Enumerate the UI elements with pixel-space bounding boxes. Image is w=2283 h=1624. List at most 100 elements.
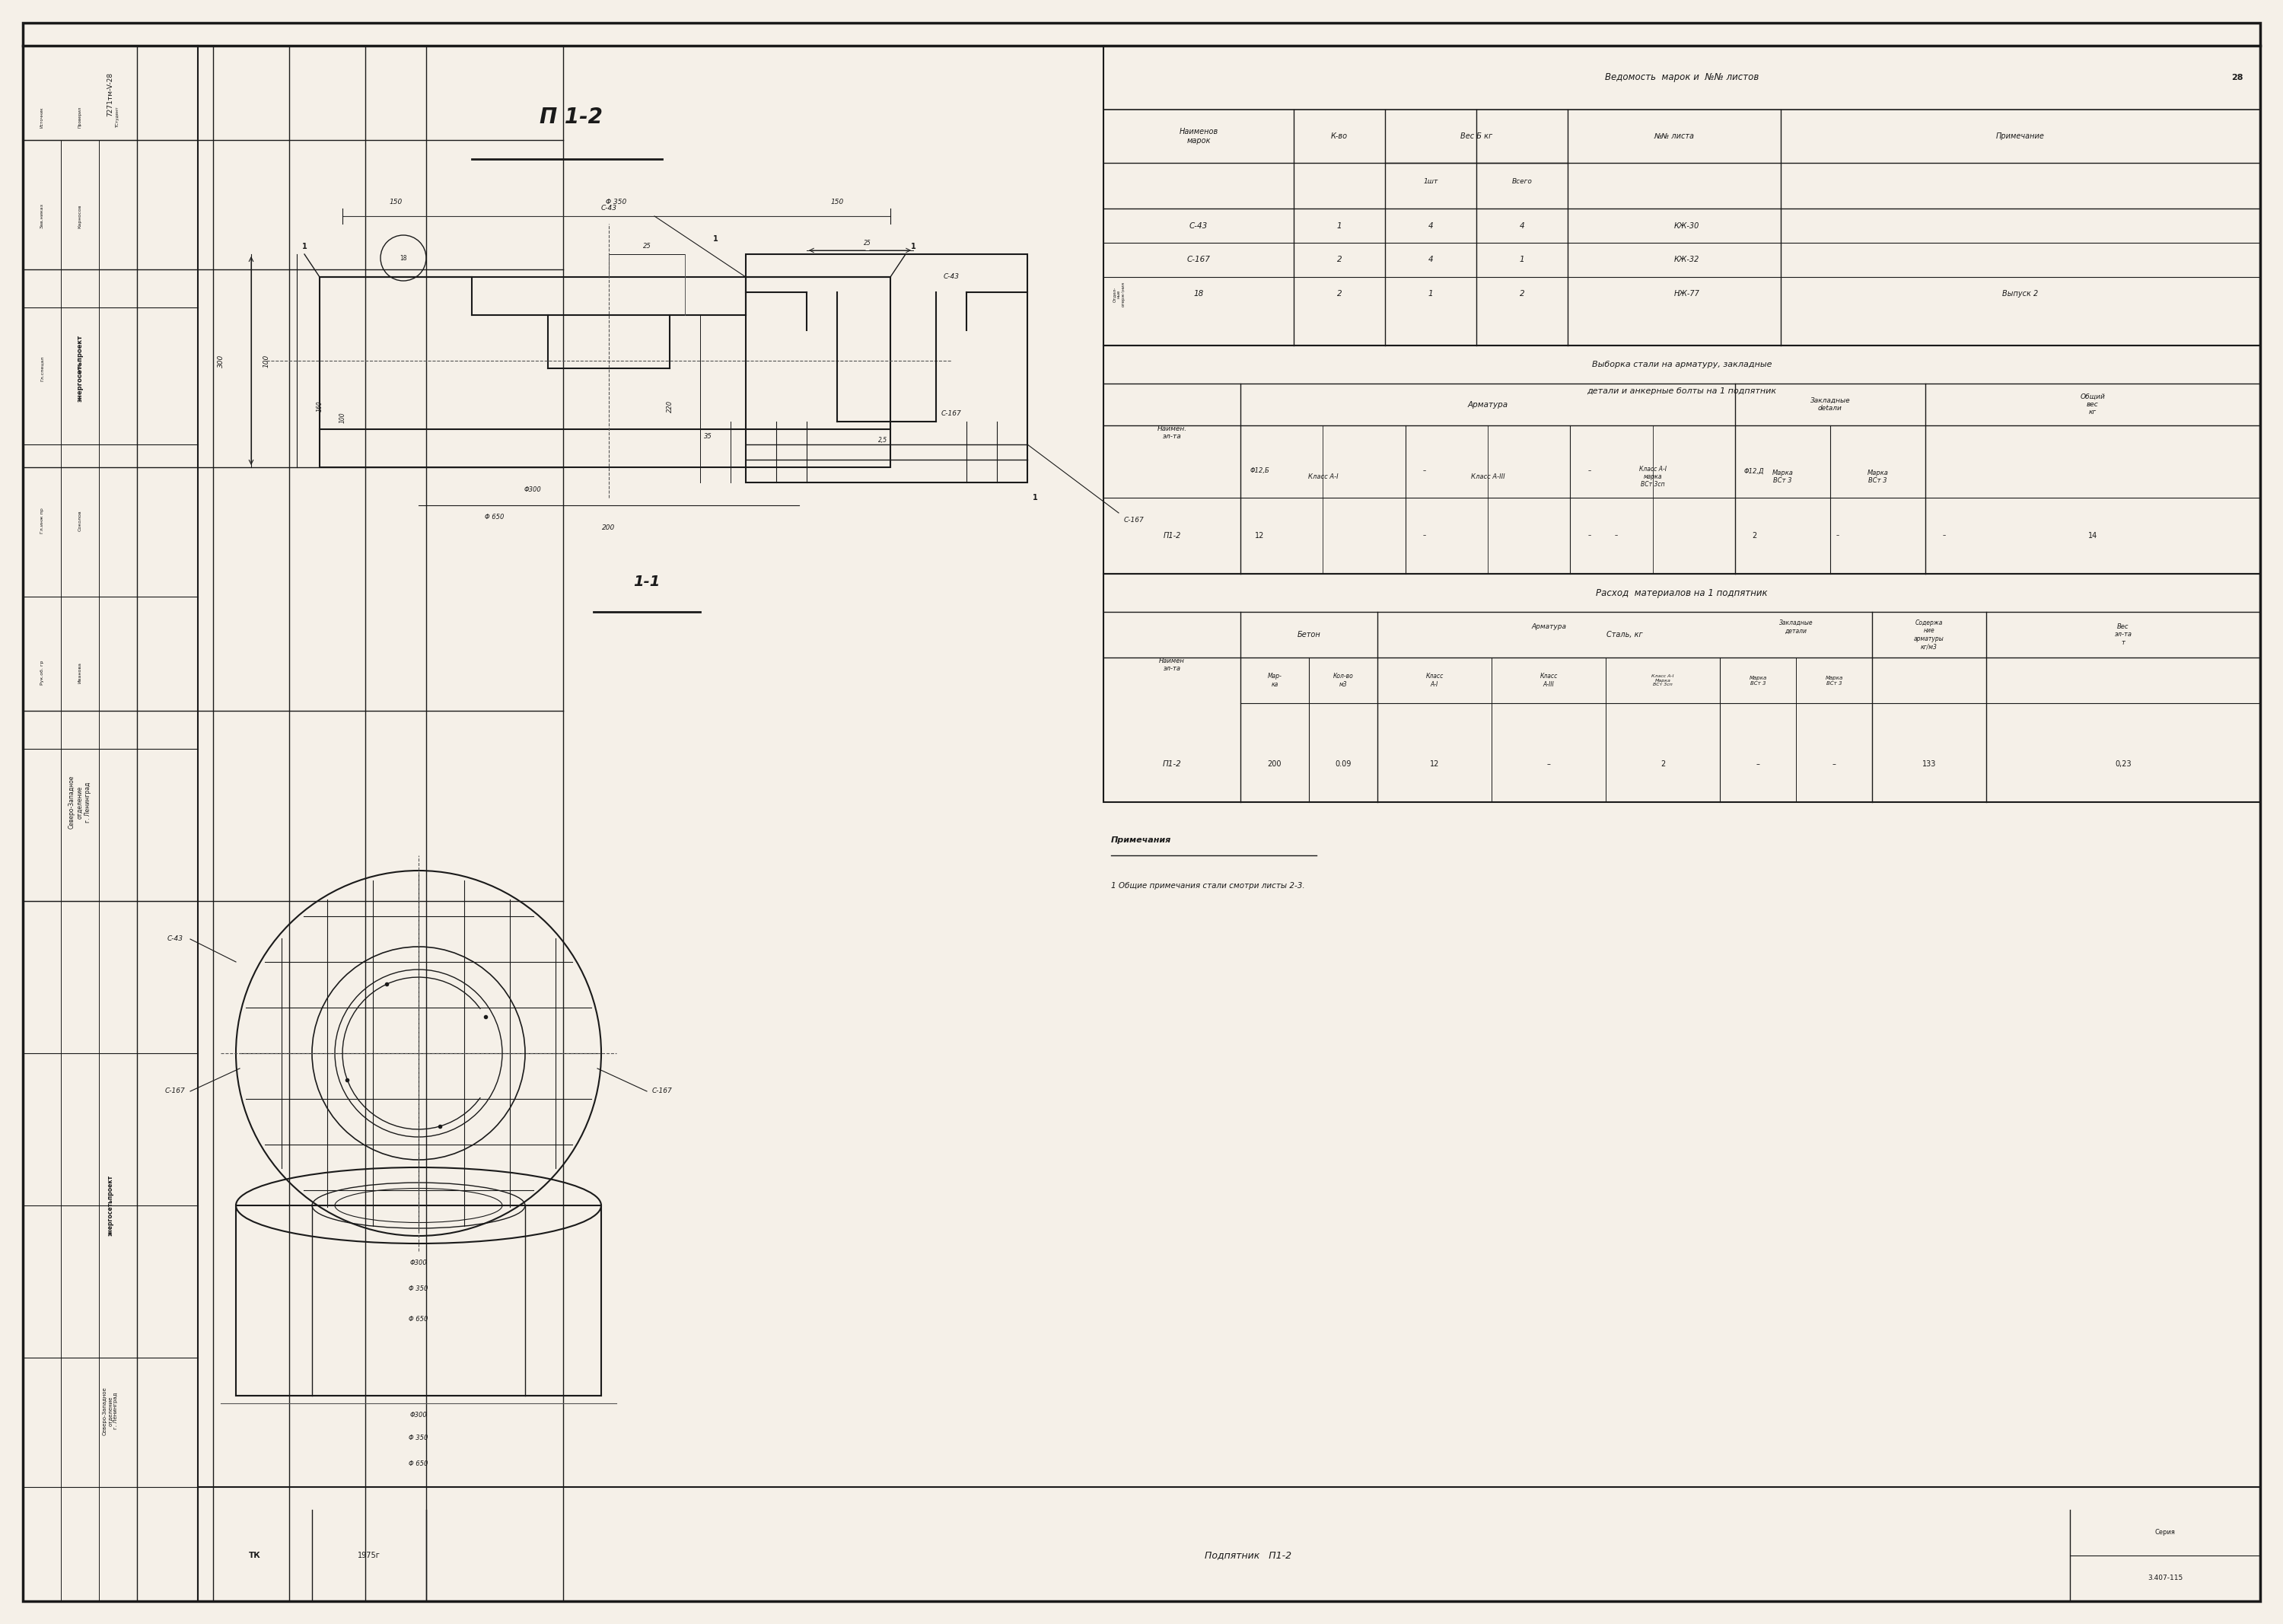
Text: Класс А-I: Класс А-I: [1308, 473, 1338, 481]
Text: С-43: С-43: [600, 205, 616, 213]
Text: 1: 1: [1520, 257, 1525, 263]
Text: Расход  материалов на 1 подпятник: Расход материалов на 1 подпятник: [1596, 588, 1767, 598]
Text: Φ300: Φ300: [411, 1411, 427, 1418]
Text: Φ 650: Φ 650: [409, 1460, 429, 1468]
Text: энергосетьпроект: энергосетьпроект: [107, 1176, 114, 1236]
Text: 3.407-115: 3.407-115: [2148, 1575, 2183, 1582]
Text: 1: 1: [1338, 222, 1342, 229]
Text: 300: 300: [217, 354, 224, 367]
Bar: [320, 278, 890, 468]
Text: Бетон: Бетон: [1297, 630, 1320, 638]
Text: С-167: С-167: [1187, 257, 1210, 263]
Text: –: –: [1422, 533, 1427, 539]
Text: Гл.спецал: Гл.спецал: [41, 356, 43, 382]
Text: 12: 12: [1256, 533, 1265, 539]
Text: Марка
ВСт 3: Марка ВСт 3: [1749, 676, 1767, 685]
Text: 1: 1: [712, 235, 717, 242]
Text: Φ300: Φ300: [525, 487, 541, 494]
Text: 100: 100: [338, 412, 347, 424]
Text: 2,5: 2,5: [879, 437, 888, 443]
Text: Примечание: Примечание: [1995, 133, 2046, 140]
Text: –: –: [1548, 760, 1550, 768]
Text: Содержа
ние
арматуры
кг/м3: Содержа ние арматуры кг/м3: [1913, 619, 1945, 650]
Text: П1-2: П1-2: [1162, 533, 1180, 539]
Text: Φ 350: Φ 350: [409, 1286, 429, 1293]
Text: 18: 18: [400, 255, 406, 261]
Text: Класс А-III: Класс А-III: [1470, 473, 1504, 481]
Text: 2: 2: [1338, 257, 1342, 263]
Text: КЖ-30: КЖ-30: [1673, 222, 1699, 229]
Text: Рук.об. гр: Рук.об. гр: [41, 661, 43, 685]
Text: 4: 4: [1429, 257, 1434, 263]
Text: 2: 2: [1751, 533, 1756, 539]
Text: Закладные
detали: Закладные detали: [1810, 398, 1849, 412]
Text: 7271тм-V-28: 7271тм-V-28: [107, 71, 114, 117]
Text: Мар-
ка: Мар- ка: [1267, 672, 1281, 687]
Text: Источник: Источник: [41, 107, 43, 128]
Text: –: –: [1422, 468, 1427, 474]
Text: 4: 4: [1520, 222, 1525, 229]
Text: Φ12,Б: Φ12,Б: [1249, 468, 1269, 474]
Text: НЖ-77: НЖ-77: [1673, 291, 1701, 297]
Text: 1975г: 1975г: [358, 1551, 381, 1559]
Text: Ведомость  марок и  №№ листов: Ведомость марок и №№ листов: [1605, 73, 1758, 83]
Text: 1шт: 1шт: [1422, 179, 1438, 185]
Text: 18: 18: [1194, 291, 1203, 297]
Text: 12: 12: [1429, 760, 1438, 768]
Text: –: –: [1587, 533, 1591, 539]
Text: 1: 1: [301, 242, 306, 250]
Text: С-43: С-43: [943, 273, 959, 281]
Text: Северо-Западное
отделение
г. Ленинград: Северо-Западное отделение г. Ленинград: [103, 1387, 119, 1436]
Text: П1-2: П1-2: [1162, 760, 1180, 768]
Text: Иванова: Иванова: [78, 663, 82, 684]
Text: 4: 4: [1429, 222, 1434, 229]
Text: Закладные
детали: Закладные детали: [1778, 620, 1813, 635]
Text: 200: 200: [1267, 760, 1281, 768]
Text: энергосетьпроект: энергосетьпроект: [78, 335, 82, 401]
Text: С-167: С-167: [941, 411, 961, 417]
Text: Гл.инж пр: Гл.инж пр: [41, 508, 43, 533]
Text: детали и анкерные болты на 1 подпятник: детали и анкерные болты на 1 подпятник: [1587, 388, 1776, 395]
Text: –: –: [1756, 760, 1760, 768]
Text: Сталь, кг: Сталь, кг: [1607, 630, 1644, 638]
Text: Подпятник   П1-2: Подпятник П1-2: [1205, 1551, 1292, 1561]
Text: Марка
ВСт 3: Марка ВСт 3: [1867, 469, 1888, 484]
Text: Кол-во
м3: Кол-во м3: [1333, 672, 1354, 687]
Text: Φ 650: Φ 650: [409, 1315, 429, 1324]
Text: 0,23: 0,23: [2114, 760, 2132, 768]
Bar: [1103, 346, 2260, 573]
Text: С-43: С-43: [1189, 222, 1208, 229]
Text: Φ 650: Φ 650: [484, 513, 505, 520]
Text: 2: 2: [1338, 291, 1342, 297]
Text: ТК: ТК: [249, 1551, 260, 1559]
Text: 2: 2: [1520, 291, 1525, 297]
Text: Северо-Западное
отделение
г. Ленинград: Северо-Западное отделение г. Ленинград: [68, 775, 91, 828]
Text: 1: 1: [1429, 291, 1434, 297]
Text: Проверил: Проверил: [78, 107, 82, 128]
Text: Φ12,Д: Φ12,Д: [1744, 468, 1765, 474]
Bar: [1103, 45, 2260, 346]
Text: 1-1: 1-1: [632, 575, 660, 588]
Text: 2: 2: [1660, 760, 1664, 768]
Text: Класс
А-III: Класс А-III: [1539, 672, 1557, 687]
Text: 1: 1: [1032, 494, 1036, 502]
Text: Выборка стали на арматуру, закладные: Выборка стали на арматуру, закладные: [1591, 361, 1772, 369]
Text: Выпуск 2: Выпуск 2: [2002, 291, 2039, 297]
Text: С-43: С-43: [167, 935, 183, 942]
Text: Общий
вес
кг: Общий вес кг: [2080, 393, 2105, 416]
Bar: [747, 255, 1027, 482]
Text: –: –: [1587, 468, 1591, 474]
Text: –: –: [1943, 533, 1945, 539]
Text: С-167: С-167: [1123, 516, 1144, 525]
Text: ТСтудент: ТСтудент: [116, 107, 119, 128]
Text: Φ300: Φ300: [411, 1259, 427, 1267]
Text: Класс А-I
Марка
ВСт 3сп: Класс А-I Марка ВСт 3сп: [1651, 674, 1673, 687]
Text: –: –: [1836, 533, 1840, 539]
Text: Класс
А-I: Класс А-I: [1425, 672, 1443, 687]
Text: 25: 25: [863, 239, 872, 247]
Text: Арматура: Арматура: [1468, 401, 1509, 408]
Text: Наимен.
эл-та: Наимен. эл-та: [1157, 425, 1187, 440]
Text: Отдел-
ные
отерж-\ния: Отдел- ные отерж-\ния: [1112, 281, 1126, 307]
Bar: [1103, 573, 2260, 802]
Text: –: –: [1833, 760, 1836, 768]
